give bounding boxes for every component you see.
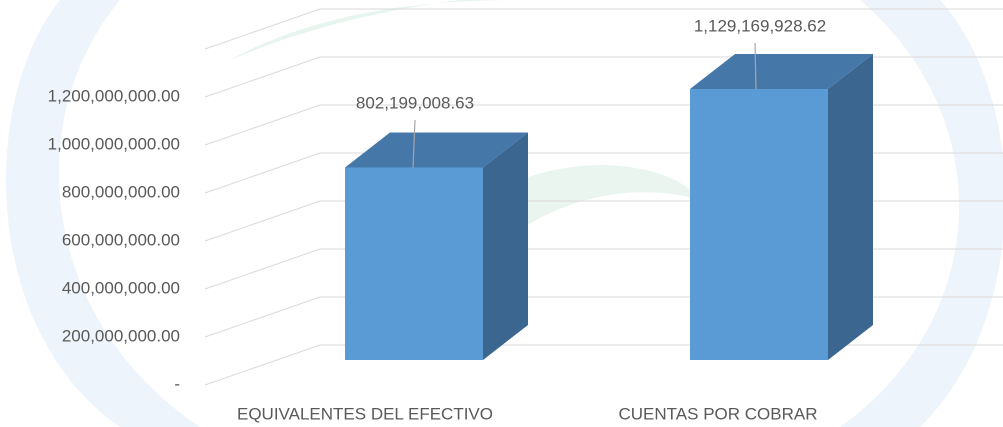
y-tick-label: 1,000,000,000.00 [48,134,180,153]
x-tick-label: EQUIVALENTES DEL EFECTIVO [237,404,493,423]
y-tick-label: 800,000,000.00 [62,182,180,201]
grid-line [204,296,1003,338]
grid-line [204,248,1003,290]
bar-side [828,53,873,361]
bar-top [690,53,873,89]
axis-frame [204,8,1003,50]
grid-line [204,104,1003,146]
leader-line [754,42,757,90]
bar-top [345,132,528,168]
data-label: 1,129,169,928.62 [694,16,826,35]
y-tick-label: 600,000,000.00 [62,230,180,249]
bar-side [483,132,528,360]
background-decoration [5,0,1003,427]
y-tick-label: 200,000,000.00 [62,326,180,345]
leader-line [412,119,416,168]
y-tick-label: - [174,374,180,393]
x-tick-label: CUENTAS POR COBRAR [619,404,818,423]
grid-line [204,200,1003,242]
grid-line [204,56,1003,98]
data-label: 802,199,008.63 [356,93,474,112]
bar [690,88,828,361]
y-tick-label: 400,000,000.00 [62,278,180,297]
bar [345,167,483,360]
grid-line [204,344,1003,386]
y-tick-label: 1,200,000,000.00 [48,86,180,105]
